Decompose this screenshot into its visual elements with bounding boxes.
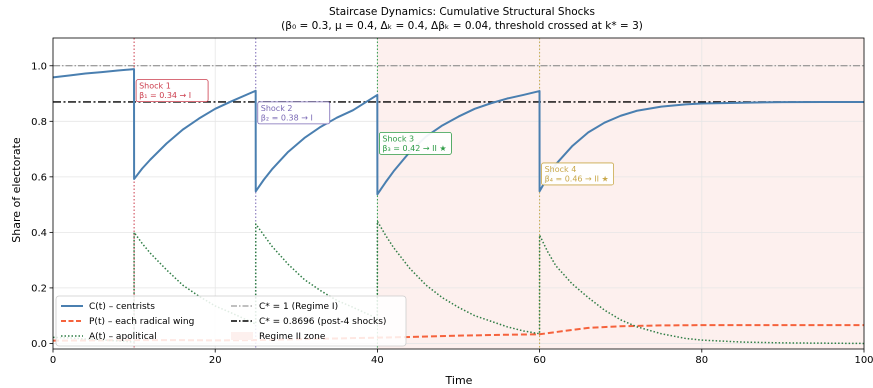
chart-subtitle: (β₀ = 0.3, μ = 0.4, Δₖ = 0.4, Δβₖ = 0.04… [281, 20, 643, 32]
legend-entry: C* = 1 (Regime I) [231, 302, 338, 312]
legend-label: C* = 1 (Regime I) [259, 302, 338, 312]
y-tick-label: 0.0 [31, 339, 47, 350]
legend-label: C* = 0.8696 (post-4 shocks) [259, 317, 386, 327]
regime-2-zone [377, 38, 864, 349]
legend-entry: C* = 0.8696 (post-4 shocks) [231, 317, 386, 327]
shock-detail: β₃ = 0.42 → II ★ [382, 144, 446, 153]
axes [52, 37, 865, 350]
legend-entry: Regime II zone [231, 332, 326, 342]
legend-label: Regime II zone [259, 332, 326, 342]
y-tick-label: 0.4 [31, 228, 47, 239]
shock-box [378, 132, 452, 155]
y-axis-label: Share of electorate [10, 137, 23, 243]
shock-annotation-4: Shock 4β₄ = 0.46 → II ★ [541, 162, 614, 186]
shock-label: Shock 4 [545, 165, 577, 174]
shock-box [135, 79, 209, 103]
shock-detail: β₄ = 0.46 → II ★ [545, 174, 609, 183]
shock-box [257, 101, 331, 125]
legend-label: A(t) – apolitical [89, 332, 157, 342]
series-apolitical [52, 220, 865, 345]
shock-label: Shock 1 [139, 82, 171, 91]
shock-annotation-3: Shock 3β₃ = 0.42 → II ★ [378, 132, 452, 155]
y-tick-label: 0.6 [31, 172, 47, 183]
shock-detail: β₂ = 0.38 → I [261, 113, 313, 122]
x-tick-label: 40 [371, 355, 384, 366]
y-tick-label: 0.8 [31, 117, 47, 128]
shock-detail: β₁ = 0.34 → I [139, 91, 191, 100]
plot-background [377, 38, 864, 349]
legend-swatch [231, 332, 253, 340]
plot-frame [52, 37, 865, 350]
x-tick-label: 100 [854, 355, 873, 366]
x-tick-label: 0 [50, 355, 56, 366]
x-tick-label: 20 [209, 355, 222, 366]
y-tick-label: 0.2 [31, 283, 47, 294]
legend-label: P(t) – each radical wing [89, 317, 194, 327]
shock-annotation-1: Shock 1β₁ = 0.34 → I [135, 79, 209, 103]
shock-box [541, 162, 614, 186]
legend-entry: C(t) – centrists [61, 302, 155, 312]
shock-label: Shock 3 [382, 134, 414, 143]
x-axis-label: Time [445, 374, 473, 387]
shock-annotation-2: Shock 2β₂ = 0.38 → I [257, 101, 331, 125]
y-tick-label: 1.0 [31, 61, 47, 72]
legend-label: C(t) – centrists [89, 302, 155, 312]
series-centrists [52, 68, 865, 196]
shock-label: Shock 2 [261, 104, 293, 113]
legend-entry: A(t) – apolitical [61, 332, 157, 342]
x-tick-label: 60 [533, 355, 546, 366]
chart-title: Staircase Dynamics: Cumulative Structura… [329, 6, 595, 18]
shock-annotations: Shock 1β₁ = 0.34 → I Shock 2β₂ = 0.38 → I… [135, 79, 614, 186]
grid-lines [52, 38, 865, 349]
tick-labels: 0 20 40 60 80 100 0.0 0.2 0.4 0.6 0.8 1.0 [31, 61, 873, 366]
x-tick-label: 80 [695, 355, 708, 366]
legend: C(t) – centrists P(t) – each radical wing… [55, 295, 407, 347]
legend-entry: P(t) – each radical wing [61, 317, 194, 327]
